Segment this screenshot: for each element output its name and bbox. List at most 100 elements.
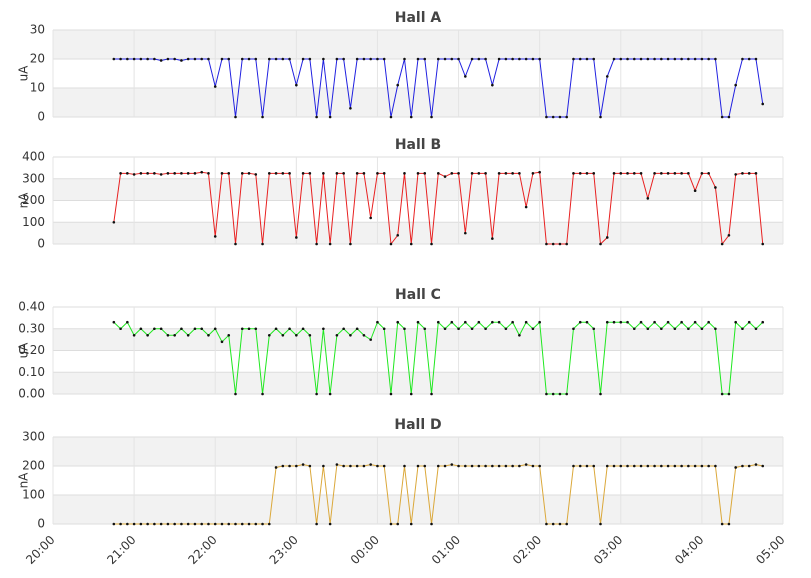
data-point [572,327,575,331]
data-point [761,242,765,246]
y-tick-label: 300 [22,430,45,444]
data-point [234,522,237,526]
data-point [592,172,596,175]
data-point [308,333,312,337]
data-point [504,57,508,61]
data-point [396,320,400,324]
data-point [382,464,386,468]
data-point [362,464,366,468]
data-point [551,522,555,526]
data-point [619,464,623,468]
data-point [660,57,663,61]
data-point [714,327,717,331]
data-point [416,57,420,61]
data-point [518,172,521,175]
data-point [504,172,508,175]
data-point [396,234,400,237]
data-point [524,57,528,61]
data-point [173,57,176,61]
data-point [335,57,339,61]
data-point [315,392,318,396]
y-tick-label: 0.30 [18,321,45,335]
data-point [734,173,737,176]
data-point [409,242,413,246]
grid-band [53,328,783,351]
data-point [382,327,386,331]
data-point [234,242,237,246]
data-point [220,340,224,344]
grid-band [53,178,783,201]
data-point [680,464,683,468]
data-point [159,522,163,526]
data-point [578,57,582,61]
data-point [720,392,724,396]
data-point [470,327,474,331]
data-point [599,392,602,396]
data-point [693,464,697,468]
data-point [240,57,244,61]
data-point [565,242,569,246]
data-point [491,237,494,240]
data-point [680,172,683,175]
data-point [288,464,291,468]
data-point [112,522,116,526]
data-point [626,464,629,468]
data-point [531,57,535,61]
data-point [464,320,467,324]
data-point [328,115,332,119]
y-axis-label: uA [17,65,31,82]
data-point [403,327,406,331]
data-point [409,115,413,119]
data-point [700,327,704,331]
data-point [146,522,149,526]
data-point [612,464,616,468]
data-point [240,522,244,526]
data-point [639,464,643,468]
x-tick-label: 21:00 [104,533,138,567]
data-point [761,320,765,324]
data-point [322,57,325,61]
data-point [247,57,251,61]
data-point [220,522,224,526]
data-point [747,57,751,61]
data-point [741,327,744,331]
data-point [220,172,224,175]
data-point [660,464,663,468]
data-point [457,464,460,468]
data-point [673,464,677,468]
data-point [403,464,406,468]
data-point [680,57,683,61]
data-point [362,172,366,175]
data-point [173,172,176,175]
data-point [423,464,427,468]
data-point [376,172,379,175]
data-point [132,333,136,337]
grid-band [53,495,783,524]
data-point [342,464,345,468]
data-point [687,327,690,331]
data-point [443,327,447,331]
data-point [213,85,217,88]
data-point [193,57,197,61]
data-point [619,57,623,61]
data-point [551,242,555,246]
data-point [132,173,136,176]
data-point [464,75,467,78]
data-point [592,327,596,331]
data-point [227,333,231,337]
data-point [747,464,751,468]
data-point [382,57,386,61]
x-tick-label: 20:00 [23,533,57,567]
data-point [605,75,609,78]
data-point [484,172,487,175]
data-point [261,115,264,119]
data-point [450,172,454,175]
data-point [335,172,339,175]
y-tick-label: 20 [30,52,45,66]
data-point [619,320,623,324]
data-point [687,57,690,61]
data-point [166,172,170,175]
data-point [545,522,548,526]
data-point [592,464,596,468]
data-point [727,234,731,237]
